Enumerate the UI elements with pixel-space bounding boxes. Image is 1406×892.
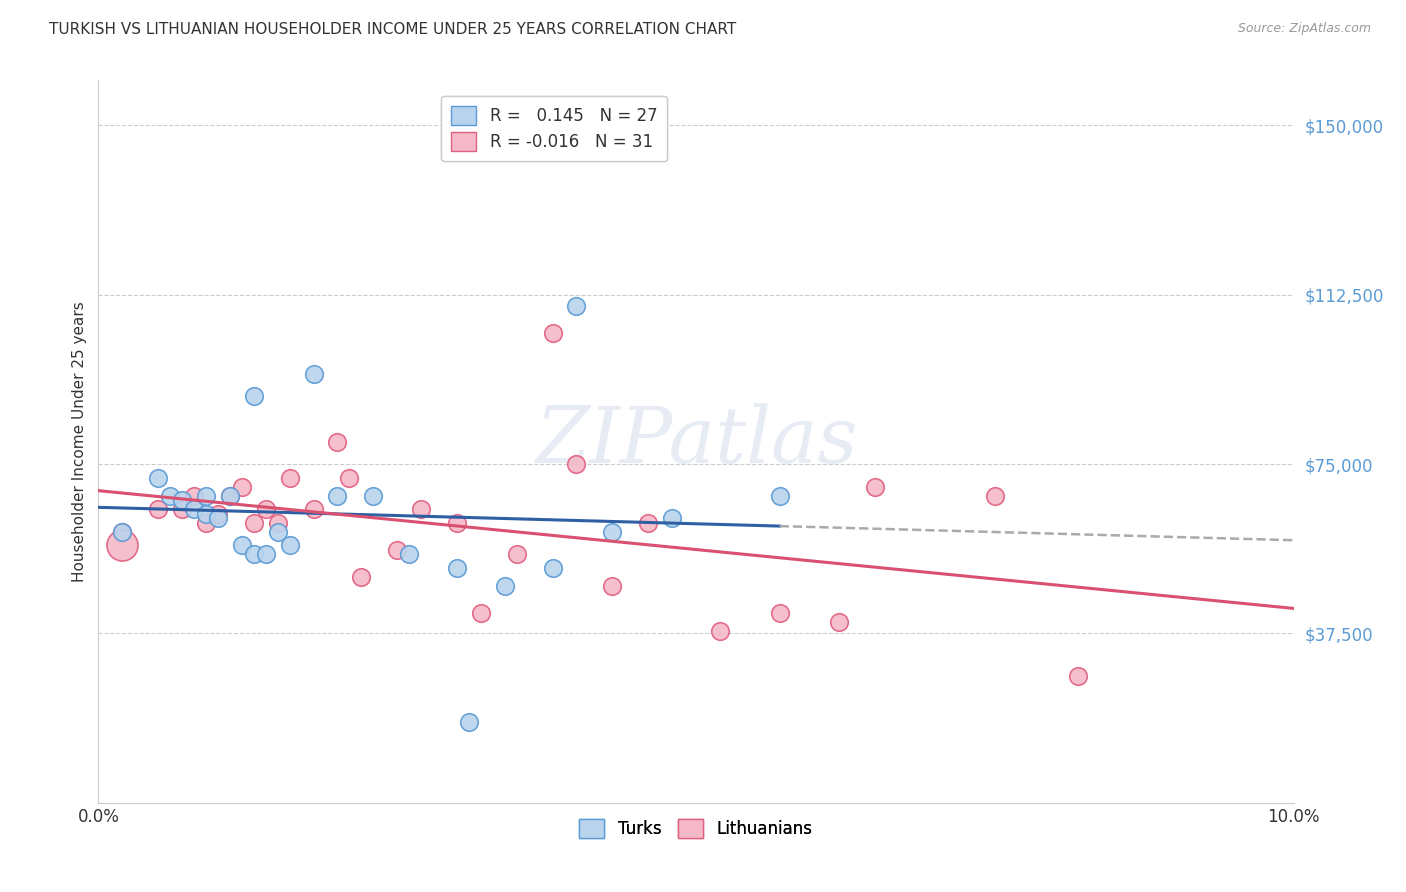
Point (470, 606, 492, 620)
Point (326, 434, 349, 449)
Text: TURKISH VS LITHUANIAN HOUSEHOLDER INCOME UNDER 25 YEARS CORRELATION CHART: TURKISH VS LITHUANIAN HOUSEHOLDER INCOME… (49, 22, 737, 37)
Point (326, 489, 349, 503)
Point (363, 489, 385, 503)
Point (148, 470, 170, 484)
Point (267, 516, 290, 530)
Point (172, 493, 194, 508)
Point (494, 579, 516, 593)
Text: Source: ZipAtlas.com: Source: ZipAtlas.com (1237, 22, 1371, 36)
Point (565, 299, 588, 313)
Point (183, 502, 205, 516)
Point (148, 502, 170, 516)
Point (267, 524, 290, 539)
Point (278, 538, 301, 552)
Point (231, 480, 253, 494)
Point (207, 511, 229, 525)
Point (350, 570, 373, 584)
Point (411, 502, 433, 516)
Point (111, 538, 134, 552)
Point (458, 714, 481, 729)
Point (602, 579, 624, 593)
Point (661, 511, 683, 525)
Point (111, 524, 134, 539)
Point (446, 516, 468, 530)
Point (254, 548, 277, 562)
Point (865, 480, 887, 494)
Point (183, 489, 205, 503)
Point (385, 542, 409, 557)
Point (709, 624, 731, 639)
Point (243, 516, 266, 530)
Point (541, 561, 564, 575)
Text: ZIPatlas: ZIPatlas (534, 403, 858, 480)
Point (302, 502, 325, 516)
Point (1067, 669, 1090, 683)
Point (231, 538, 253, 552)
Point (565, 457, 588, 471)
Point (302, 367, 325, 381)
Point (398, 548, 420, 562)
Point (254, 502, 277, 516)
Point (219, 489, 242, 503)
Point (769, 606, 792, 620)
Point (159, 489, 181, 503)
Point (828, 615, 851, 630)
Legend: Turks, Lithuanians: Turks, Lithuanians (572, 813, 820, 845)
Point (195, 507, 218, 521)
Y-axis label: Householder Income Under 25 years: Householder Income Under 25 years (72, 301, 87, 582)
Point (984, 489, 1007, 503)
Point (243, 548, 266, 562)
Point (195, 516, 218, 530)
Point (637, 516, 659, 530)
Point (207, 507, 229, 521)
Point (446, 561, 468, 575)
Point (172, 502, 194, 516)
Point (243, 389, 266, 403)
Point (506, 548, 529, 562)
Point (278, 470, 301, 484)
Point (602, 524, 624, 539)
Point (111, 524, 134, 539)
Point (219, 489, 242, 503)
Point (195, 489, 218, 503)
Point (769, 489, 792, 503)
Point (339, 470, 361, 484)
Point (541, 326, 564, 340)
